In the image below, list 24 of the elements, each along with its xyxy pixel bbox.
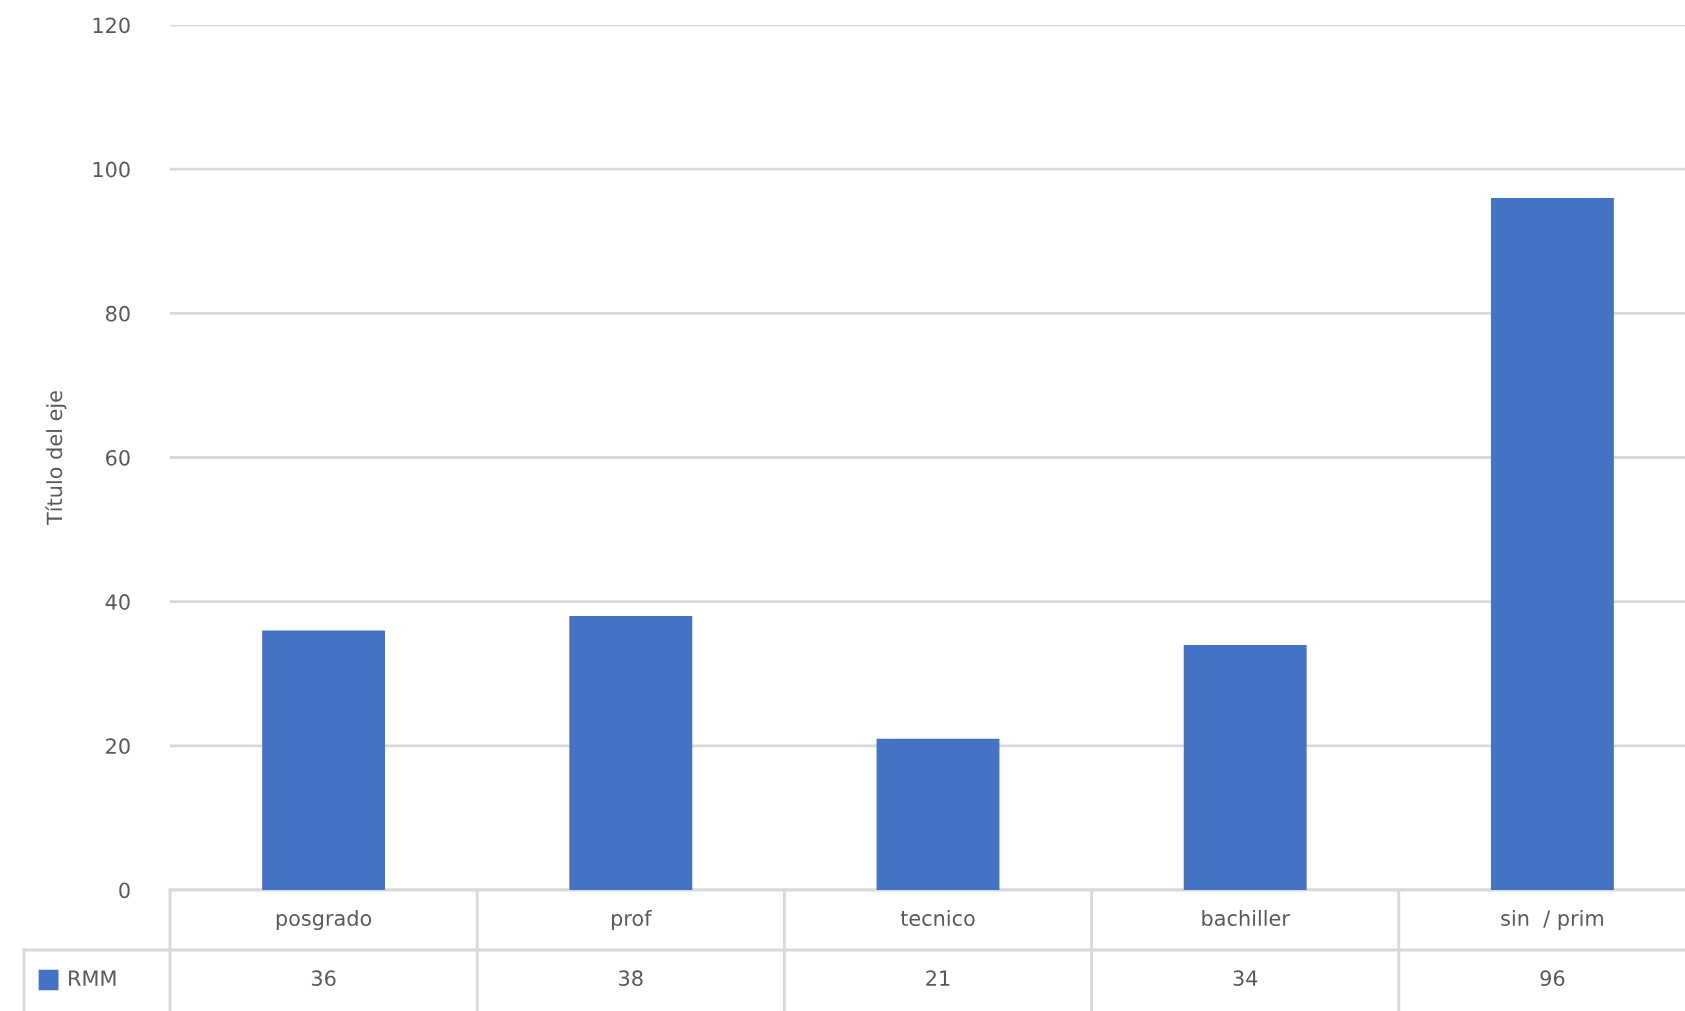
bar: [1183, 644, 1307, 890]
data-label: 34: [1233, 970, 1258, 987]
bar: [876, 738, 1000, 890]
bar: [569, 616, 693, 890]
y-tick-label: 80: [106, 305, 130, 322]
x-tick-label: prof: [611, 909, 652, 931]
data-label: 96: [1540, 970, 1565, 987]
x-tick-label: tecnico: [900, 909, 975, 927]
x-tick-label: bachiller: [1202, 909, 1290, 927]
bar: [1490, 198, 1614, 890]
y-tick-label: 20: [106, 738, 130, 755]
data-label: 38: [619, 970, 643, 987]
data-label: 36: [311, 970, 336, 987]
y-tick-label: 120: [93, 17, 130, 34]
data-label: 21: [926, 970, 950, 986]
y-axis-title: Título del eje: [45, 391, 67, 526]
x-tick-label: posgrado: [276, 909, 372, 931]
y-tick-label: 0: [119, 882, 130, 899]
y-tick-label: 100: [93, 161, 130, 178]
bar: [262, 630, 386, 890]
y-tick-label: 60: [106, 449, 130, 466]
x-tick-label: sin / prim: [1501, 909, 1603, 931]
legend-label: RMM: [69, 970, 116, 986]
y-tick-label: 40: [105, 594, 130, 610]
